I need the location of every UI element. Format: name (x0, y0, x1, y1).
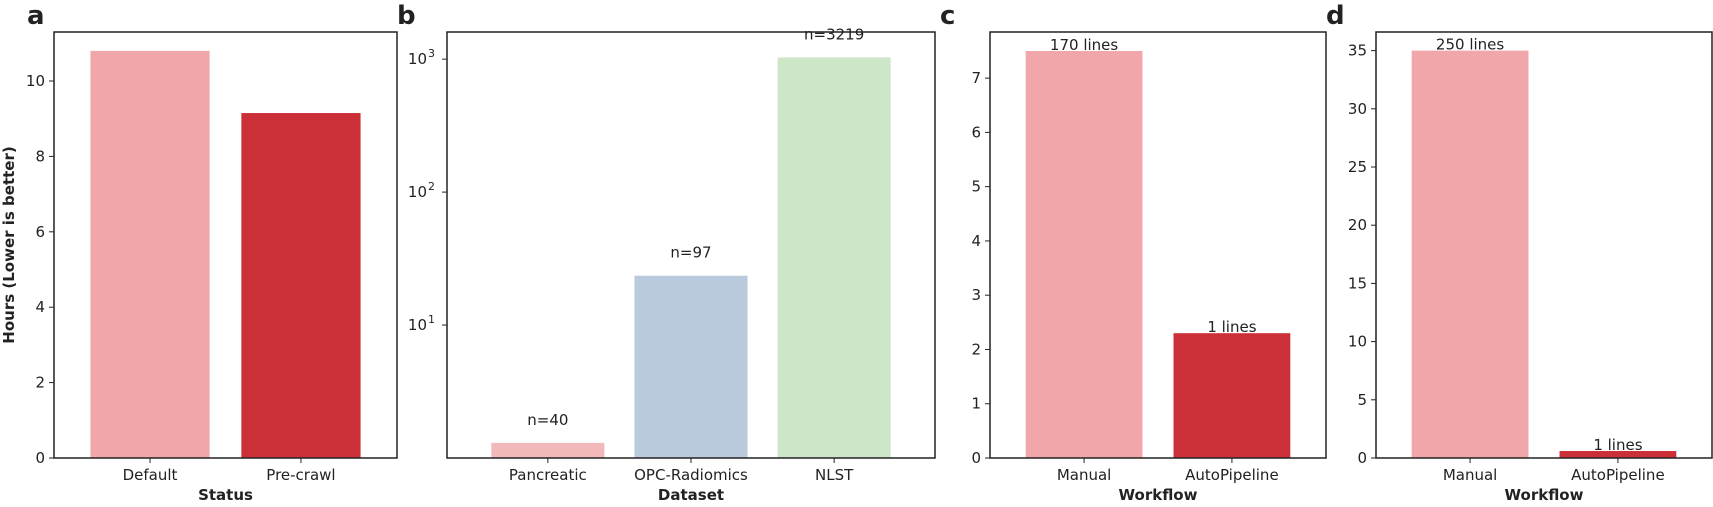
x-tick-label: Manual (1443, 466, 1498, 484)
panel-a: a Default Pre-crawl 0 2 4 6 8 10 Status Hours (Low… (0, 1, 398, 504)
x-axis-label: Dataset (658, 486, 724, 504)
bar-manual (1025, 50, 1143, 459)
bar-opc-radiomics (634, 275, 748, 458)
bar-pancreatic (491, 442, 605, 458)
data-label: n=3219 (804, 25, 864, 43)
y-tick-label: 25 (1348, 158, 1367, 176)
panel-letter-d: d (1326, 1, 1345, 31)
y-tick-label: 10 (408, 316, 427, 334)
x-tick-label: OPC-Radiomics (634, 466, 748, 484)
bar-manual (1411, 50, 1529, 458)
y-tick-label: 10 (1348, 333, 1367, 351)
panel-letter-b: b (397, 1, 416, 31)
y-tick-label: 4 (971, 232, 981, 250)
y-tick-label: 35 (1348, 42, 1367, 60)
panel-c: c Manual 170 lines AutoPipeline 1 lines 0 1 2 3 4… (940, 1, 1327, 504)
y-tick-label: 1 (971, 395, 981, 413)
x-tick-label: Pre-crawl (266, 466, 335, 484)
y-tick-label: 6 (35, 223, 45, 241)
y-tick-label: 30 (1348, 100, 1367, 118)
x-axis-label: Workflow (1505, 486, 1584, 504)
data-label: 250 lines (1436, 36, 1504, 54)
y-tick-label: 10 (26, 72, 45, 90)
y-tick-label: 5 (1357, 391, 1367, 409)
y-tick-label: 0 (971, 449, 981, 467)
y-tick-label: 0 (1357, 449, 1367, 467)
data-label: n=40 (527, 411, 568, 429)
panel-d: d Manual 250 lines AutoPipeline 1 lines 0 5 10 1… (1326, 1, 1713, 504)
y-tick-exponent: 3 (428, 47, 435, 60)
y-tick-label: 0 (35, 449, 45, 467)
y-tick-label: 8 (35, 147, 45, 165)
y-tick-label: 3 (971, 286, 981, 304)
bar-default (90, 50, 210, 459)
y-tick-label: 6 (971, 123, 981, 141)
data-label: 1 lines (1593, 436, 1642, 454)
y-tick-label: 4 (35, 298, 45, 316)
bar-nlst (777, 57, 891, 459)
axes-frame (53, 31, 398, 459)
data-label: n=97 (670, 244, 711, 262)
axes-frame (989, 31, 1327, 459)
y-tick-exponent: 1 (428, 313, 435, 326)
x-axis-label: Status (198, 486, 253, 504)
x-tick-label: Default (123, 466, 178, 484)
panel-b: b Pancreatic n=40 OPC-Radiomics n=97 NLST n=32… (397, 1, 936, 504)
bar-autopipeline (1173, 333, 1291, 458)
y-tick-label: 5 (971, 178, 981, 196)
data-label: 1 lines (1207, 318, 1256, 336)
x-tick-label: NLST (815, 466, 854, 484)
y-tick-label: 2 (971, 340, 981, 358)
x-tick-label: Manual (1057, 466, 1112, 484)
y-tick-label: 7 (971, 69, 981, 87)
panel-letter-c: c (940, 1, 955, 31)
y-tick-label: 20 (1348, 216, 1367, 234)
y-tick-exponent: 2 (428, 180, 435, 193)
bar-pre-crawl (241, 113, 361, 458)
y-tick-label: 10 (408, 183, 427, 201)
x-axis-label: Workflow (1119, 486, 1198, 504)
y-axis-label: Hours (Lower is better) (0, 146, 18, 343)
x-tick-label: AutoPipeline (1571, 466, 1665, 484)
axes-frame (446, 31, 936, 459)
axes-frame (1375, 31, 1713, 459)
y-tick-label: 10 (408, 50, 427, 68)
y-tick-label: 2 (35, 374, 45, 392)
x-tick-label: Pancreatic (509, 466, 587, 484)
data-label: 170 lines (1050, 36, 1118, 54)
panel-letter-a: a (27, 1, 45, 31)
y-tick-label: 15 (1348, 274, 1367, 292)
x-tick-label: AutoPipeline (1185, 466, 1279, 484)
bar-autopipeline (1559, 451, 1677, 458)
